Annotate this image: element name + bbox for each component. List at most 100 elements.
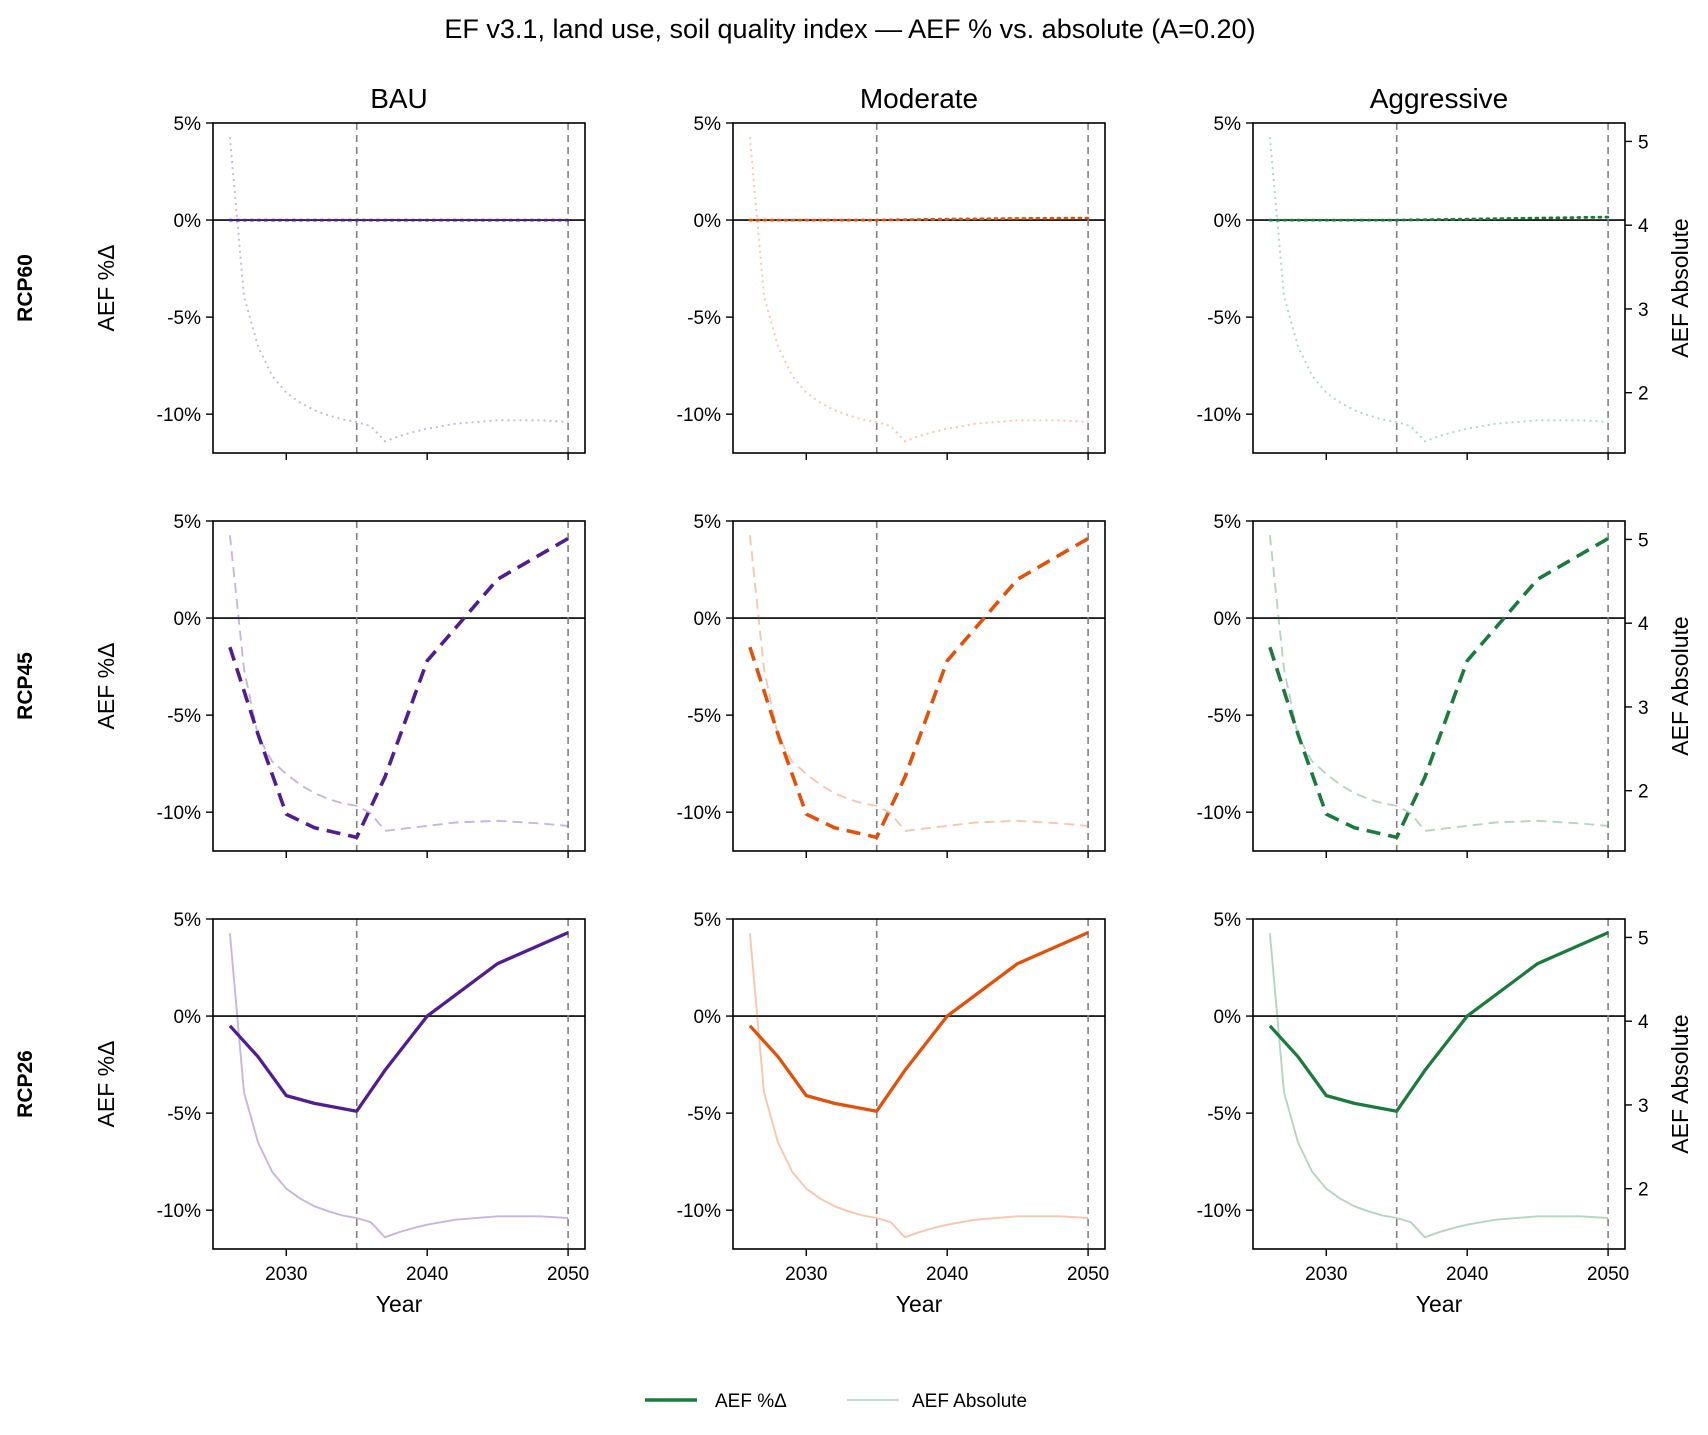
plot-frame xyxy=(212,918,586,1250)
y-tick-label-abs: 2 xyxy=(1638,384,1649,405)
x-tick-label: 2040 xyxy=(926,1264,968,1285)
plot-area xyxy=(213,919,585,1249)
series-line-abs xyxy=(748,137,1089,443)
y-axis-label-abs: AEF Absolute xyxy=(1667,218,1693,357)
x-tick-label: 2040 xyxy=(1446,1264,1488,1285)
plot-area xyxy=(733,123,1105,453)
y-tick-label-pct: -10% xyxy=(677,1201,721,1222)
x-tick-label: 2050 xyxy=(1067,1264,1109,1285)
panel-rcp26-bau: 5% 0% -5% -10% 2030 2040 2050 Year xyxy=(157,910,590,1317)
plot-area xyxy=(1253,919,1625,1249)
series-line-pct xyxy=(748,931,1089,1113)
y-tick-label-pct: -5% xyxy=(1207,1104,1241,1125)
plot-frame xyxy=(732,918,1106,1250)
y-tick-label-pct: -10% xyxy=(677,803,721,824)
y-tick-label-pct: -5% xyxy=(687,308,721,329)
panel-rcp45-bau: 5% 0% -5% -10% xyxy=(157,512,586,858)
panel-rcp45-aggressive: 5% 0% -5% -10% 5 4 3 2 xyxy=(1197,512,1649,858)
y-tick-label-pct: 0% xyxy=(174,609,202,630)
legend: AEF %Δ AEF Absolute xyxy=(645,1391,1027,1412)
series-line-pct xyxy=(228,536,569,840)
y-tick-label-pct: 0% xyxy=(174,1007,202,1028)
y-tick-label-abs: 4 xyxy=(1638,1012,1649,1033)
y-tick-label-pct: 0% xyxy=(1214,1007,1242,1028)
y-tick-label-abs: 3 xyxy=(1638,1096,1649,1117)
y-tick-label-abs: 5 xyxy=(1638,928,1649,949)
y-tick-label-pct: 5% xyxy=(1214,512,1242,533)
y-tick-label-pct: 5% xyxy=(174,114,202,135)
panel-rcp26-aggressive: 5% 0% -5% -10% 5 4 3 2 2030 2040 2050 Year xyxy=(1197,910,1649,1317)
panel-rcp60-moderate: 5% 0% -5% -10% xyxy=(677,114,1106,460)
plot-frame xyxy=(732,122,1106,454)
y-axis-label-pct: AEF %Δ xyxy=(93,643,119,730)
y-tick-label-abs: 3 xyxy=(1638,698,1649,719)
series-line-abs xyxy=(748,933,1089,1239)
series-line-abs xyxy=(1268,933,1609,1239)
legend-abs-label: AEF Absolute xyxy=(912,1391,1027,1412)
y-axis-label-abs: AEF Absolute xyxy=(1667,1014,1693,1153)
y-tick-label-pct: -10% xyxy=(1197,405,1241,426)
series-line-abs xyxy=(748,535,1089,832)
y-tick-label-abs: 2 xyxy=(1638,1180,1649,1201)
y-tick-label-pct: -5% xyxy=(1207,308,1241,329)
plot-area xyxy=(213,521,585,851)
y-tick-label-pct: -10% xyxy=(1197,803,1241,824)
x-tick-label: 2050 xyxy=(547,1264,589,1285)
y-tick-label-abs: 4 xyxy=(1638,614,1649,635)
panel-rcp60-bau: 5% 0% -5% -10% xyxy=(157,114,586,460)
x-axis-label: Year xyxy=(1416,1291,1463,1317)
y-tick-label-pct: -5% xyxy=(167,1104,201,1125)
x-tick-label: 2030 xyxy=(265,1264,307,1285)
series-line-pct xyxy=(1268,215,1610,222)
column-title-bau: BAU xyxy=(370,83,428,114)
y-tick-label-pct: -10% xyxy=(157,803,201,824)
row-label-rcp26: RCP26 xyxy=(14,1050,37,1118)
y-tick-label-pct: 0% xyxy=(1214,211,1242,232)
plot-frame xyxy=(212,520,586,852)
figure-title: EF v3.1, land use, soil quality index — … xyxy=(444,14,1255,44)
y-axis-label-pct: AEF %Δ xyxy=(93,245,119,332)
y-tick-label-pct: 5% xyxy=(174,910,202,931)
series-line-abs xyxy=(228,137,569,443)
row-label-rcp45: RCP45 xyxy=(14,652,37,720)
y-tick-label-pct: 5% xyxy=(694,512,722,533)
series-line-abs xyxy=(1268,137,1609,443)
y-tick-label-pct: -10% xyxy=(157,1201,201,1222)
x-tick-label: 2030 xyxy=(1305,1264,1347,1285)
y-tick-label-pct: 0% xyxy=(694,609,722,630)
series-line-abs xyxy=(1268,535,1609,832)
plot-area xyxy=(733,521,1105,851)
x-axis-label: Year xyxy=(376,1291,423,1317)
y-tick-label-pct: 5% xyxy=(694,114,722,135)
panels-grid: BAU Moderate Aggressive RCP60 AEF %Δ AEF Abso… xyxy=(14,83,1693,1317)
y-tick-label-abs: 5 xyxy=(1638,530,1649,551)
series-line-pct xyxy=(748,536,1089,840)
x-tick-label: 2050 xyxy=(1587,1264,1629,1285)
x-tick-label: 2040 xyxy=(406,1264,448,1285)
y-tick-label-pct: 5% xyxy=(1214,114,1242,135)
y-tick-label-pct: -5% xyxy=(687,1104,721,1125)
y-tick-label-pct: -5% xyxy=(167,706,201,727)
y-tick-label-pct: -10% xyxy=(677,405,721,426)
y-tick-label-pct: -5% xyxy=(167,308,201,329)
series-line-abs xyxy=(228,535,569,832)
plot-area xyxy=(1253,123,1625,453)
y-tick-label-pct: 5% xyxy=(174,512,202,533)
plot-frame xyxy=(212,122,586,454)
y-tick-label-pct: -10% xyxy=(1197,1201,1241,1222)
plot-frame xyxy=(732,520,1106,852)
plot-frame xyxy=(1252,918,1626,1250)
series-line-pct xyxy=(1268,931,1609,1113)
y-tick-label-pct: -5% xyxy=(1207,706,1241,727)
plot-area xyxy=(213,123,585,453)
y-axis-label-abs: AEF Absolute xyxy=(1667,616,1693,755)
panel-rcp45-moderate: 5% 0% -5% -10% xyxy=(677,512,1106,858)
y-tick-label-abs: 5 xyxy=(1638,132,1649,153)
y-tick-label-pct: 0% xyxy=(174,211,202,232)
y-tick-label-pct: 0% xyxy=(694,211,722,232)
y-tick-label-abs: 3 xyxy=(1638,300,1649,321)
series-line-pct xyxy=(748,216,1090,222)
y-tick-label-pct: 0% xyxy=(694,1007,722,1028)
y-tick-label-pct: -10% xyxy=(157,405,201,426)
